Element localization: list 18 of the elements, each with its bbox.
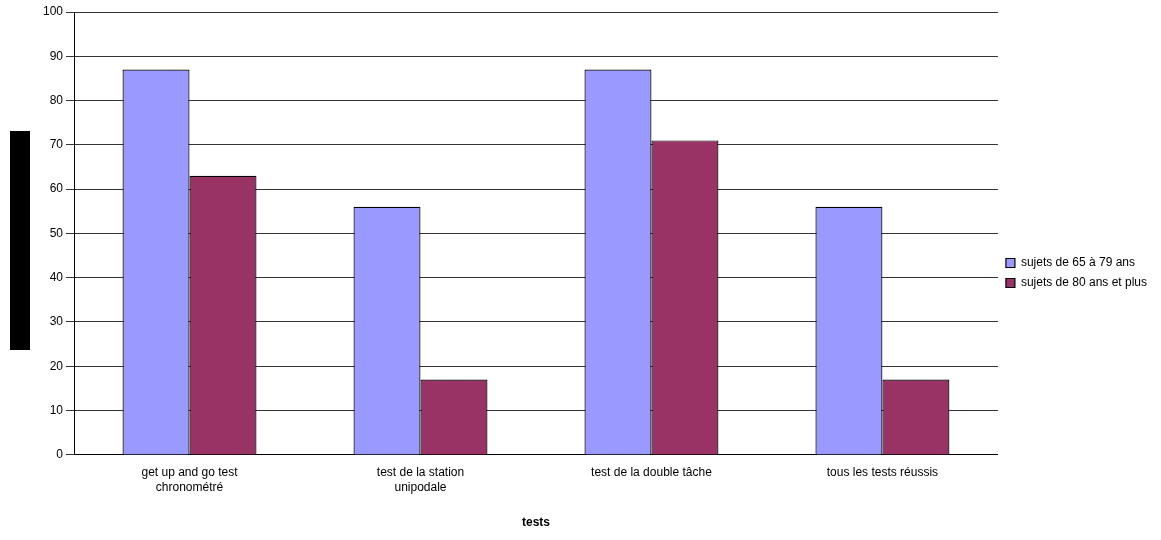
y-tick-label: 50: [49, 225, 64, 240]
legend-label: sujets de 80 ans et plus: [1020, 275, 1148, 290]
y-tick-label: 70: [49, 137, 64, 152]
y-tick-label: 10: [49, 402, 64, 417]
x-tick-label: test de la station unipodale: [376, 465, 465, 494]
x-tick-label: test de la double tâche: [591, 465, 713, 480]
x-tick-label: get up and go test chronométré: [141, 465, 239, 494]
y-tick-label: 20: [49, 358, 64, 373]
x-tick-label: tous les tests réussis: [826, 465, 939, 480]
legend-label: sujets de 65 à 79 ans: [1020, 255, 1136, 270]
y-tick-label: 60: [49, 181, 64, 196]
x-axis-title: tests: [521, 515, 551, 530]
y-tick-label: 40: [49, 269, 64, 284]
y-tick-label: 80: [49, 92, 64, 107]
y-tick-label: 30: [49, 314, 64, 329]
y-tick-label: 0: [56, 447, 64, 462]
y-tick-label: 100: [42, 4, 64, 19]
y-tick-label: 90: [49, 48, 64, 63]
